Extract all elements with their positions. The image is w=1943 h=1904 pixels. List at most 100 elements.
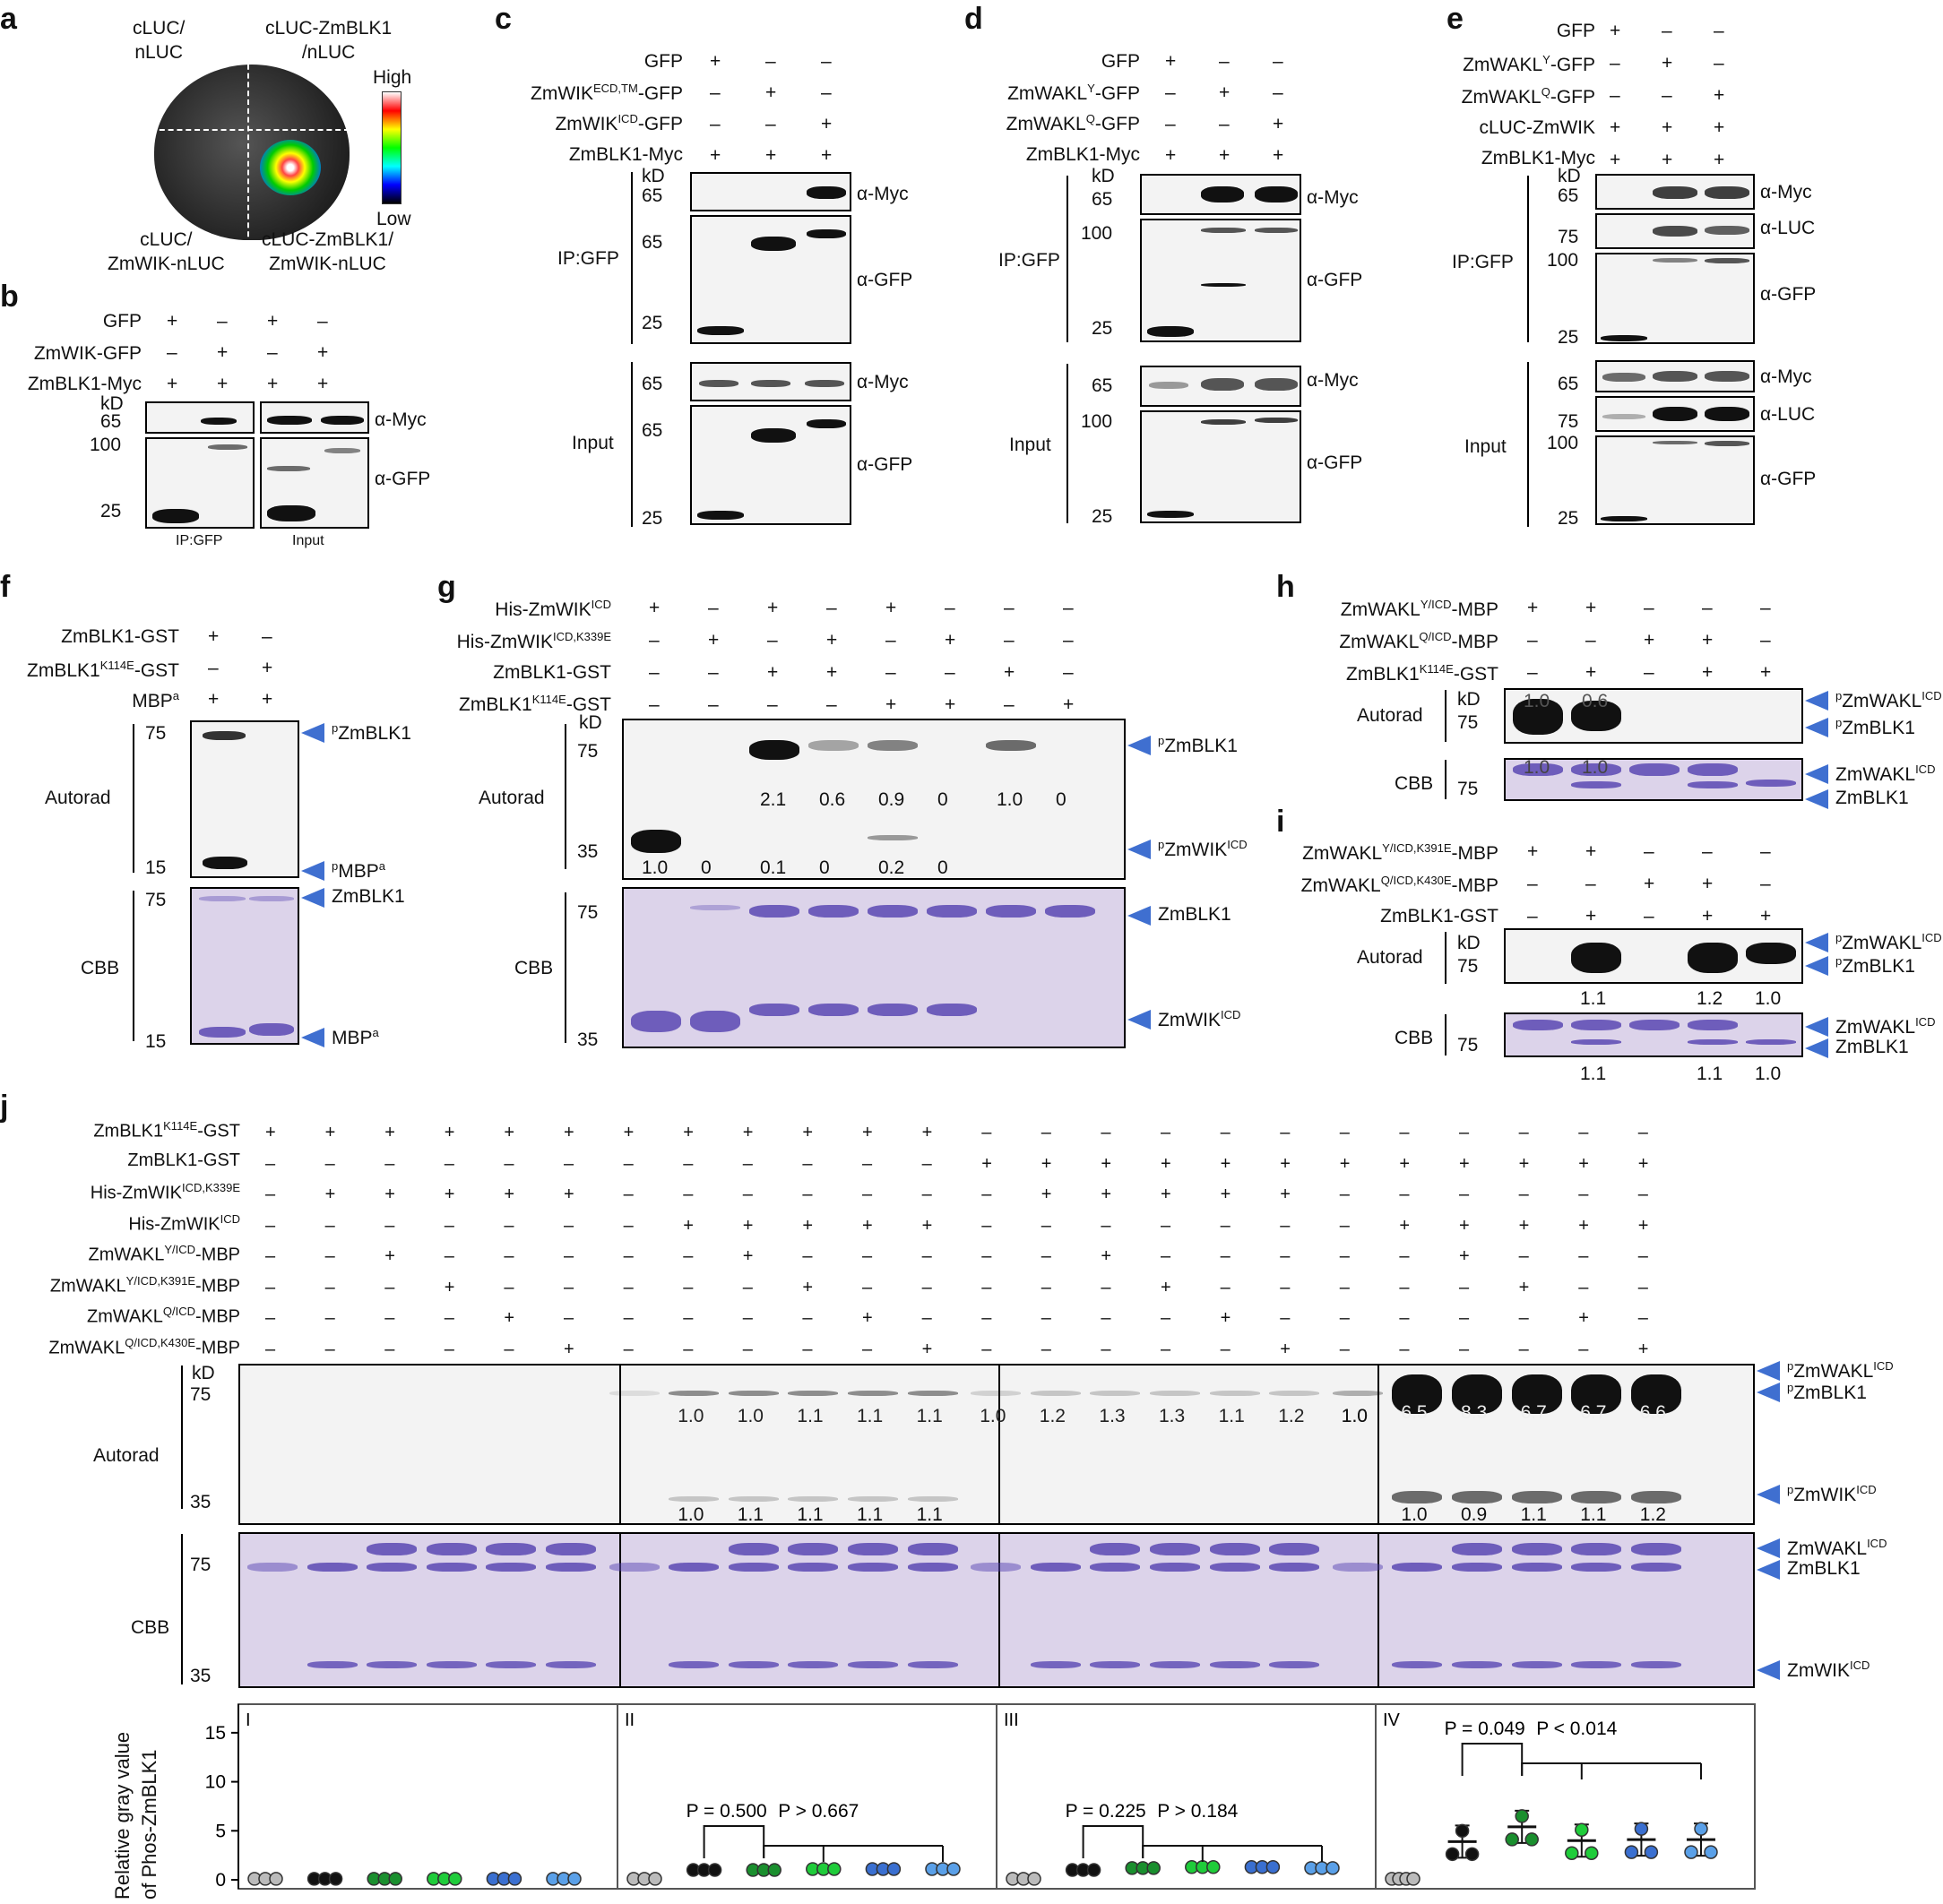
panel-letter-a: a bbox=[0, 2, 17, 36]
g-signs-cell: – bbox=[708, 694, 719, 715]
h-signs-cell: – bbox=[1527, 662, 1538, 683]
d-signs-cell: + bbox=[1165, 145, 1177, 166]
section-label: IV bbox=[1383, 1710, 1401, 1730]
j-signs-cell: + bbox=[1101, 1153, 1112, 1174]
f-arrows-arrow bbox=[301, 1028, 324, 1047]
g-band-blk bbox=[749, 740, 799, 760]
e-kd: kD bbox=[1558, 166, 1581, 186]
j-cbb-wakl bbox=[1209, 1543, 1260, 1555]
g-kd: kD bbox=[579, 712, 602, 733]
i-mw-0: 75 bbox=[1457, 956, 1479, 977]
d-mw-1: 100 bbox=[1081, 223, 1113, 244]
j-signs-cell: + bbox=[324, 1123, 336, 1142]
c-ab-2: α-Myc bbox=[857, 372, 909, 392]
g-value-wik: 0 bbox=[819, 857, 830, 878]
j-signs-cell: – bbox=[1339, 1277, 1350, 1297]
i-row-2: ZmBLK1-GST bbox=[1380, 906, 1498, 926]
y-tick-label: 0 bbox=[215, 1870, 226, 1891]
j-signs-cell: – bbox=[802, 1153, 813, 1174]
f-mw-1: 15 bbox=[145, 857, 167, 878]
j-cbb-blk bbox=[546, 1563, 596, 1572]
a-label-br: cLUC-ZmBLK1/ ZmWIK-nLUC bbox=[262, 229, 394, 275]
e-ab-1: α-LUC bbox=[1760, 218, 1816, 238]
stat-bracket-group bbox=[1521, 1762, 1702, 1779]
e-group-ip: IP:GFP bbox=[1452, 252, 1514, 272]
h-kd: kD bbox=[1457, 689, 1481, 710]
g-value-wik: 0.1 bbox=[760, 857, 787, 878]
d-mw-5: 25 bbox=[1092, 506, 1113, 527]
j-cbb-wik bbox=[1269, 1661, 1320, 1668]
i-arrows-arrow bbox=[1805, 956, 1828, 976]
d-signs-cell: + bbox=[1219, 82, 1231, 103]
i-signs-cell: – bbox=[1760, 841, 1771, 862]
j-signs-cell: – bbox=[444, 1153, 454, 1174]
j-signs-cell: – bbox=[981, 1123, 992, 1142]
j-band-wik bbox=[669, 1496, 720, 1502]
j-cbb-wakl bbox=[1150, 1543, 1200, 1555]
j-signs-cell: – bbox=[1101, 1339, 1111, 1359]
j-cbb-wik bbox=[1150, 1661, 1200, 1668]
d-row-blk1: ZmBLK1-Myc bbox=[1025, 144, 1140, 165]
g-cbb-wik bbox=[808, 1004, 859, 1016]
data-point bbox=[1694, 1822, 1708, 1836]
i-arrows-label: pZmWAKLICD bbox=[1835, 931, 1942, 953]
f-row-2: MBPa bbox=[132, 689, 179, 711]
j-row-label: ZmWAKLY/ICD,K391E-MBP bbox=[49, 1273, 240, 1297]
g-cbb-blk bbox=[749, 905, 799, 918]
h-band bbox=[1571, 701, 1621, 731]
c-row-gfp: GFP bbox=[643, 51, 683, 72]
f-group-autorad: Autorad bbox=[45, 788, 111, 808]
h-arrows-arrow bbox=[1805, 718, 1828, 737]
j-signs-cell: – bbox=[1637, 1123, 1648, 1142]
h-cbb-wakl bbox=[1629, 763, 1680, 776]
stat-bracket-group bbox=[1142, 1845, 1323, 1862]
j-signs-cell: – bbox=[1161, 1123, 1171, 1142]
d-mw-4: 100 bbox=[1081, 411, 1113, 432]
h-cbb-blk bbox=[1688, 781, 1738, 788]
j-signs-cell: – bbox=[384, 1215, 395, 1236]
luminescence-scale-bar bbox=[382, 91, 402, 204]
g-arrows-label: ZmWIKICD bbox=[1158, 1008, 1241, 1030]
j-group-autorad: Autorad bbox=[93, 1445, 160, 1466]
j-value-wik: 1.1 bbox=[1520, 1504, 1547, 1525]
data-point bbox=[448, 1872, 462, 1886]
i-cbb-wakl bbox=[1688, 1020, 1738, 1030]
f-arrows-arrow bbox=[301, 888, 324, 908]
j-signs-cell: – bbox=[1459, 1339, 1470, 1359]
j-signs-cell: – bbox=[921, 1277, 932, 1297]
j-signs-cell: + bbox=[384, 1185, 395, 1204]
h-value-auto: 1.0 bbox=[1524, 691, 1550, 711]
g-value-wik: 0 bbox=[701, 857, 712, 878]
j-signs-cell: – bbox=[1220, 1123, 1231, 1142]
j-value-wik: 1.0 bbox=[1401, 1504, 1428, 1525]
j-signs-cell: + bbox=[1637, 1215, 1649, 1236]
i-cbb-blk bbox=[1571, 1039, 1621, 1045]
j-signs-cell: – bbox=[265, 1246, 276, 1266]
c-signs-cell: + bbox=[765, 82, 777, 103]
j-arrows-arrow bbox=[1757, 1361, 1780, 1381]
j-signs-cell: – bbox=[504, 1246, 514, 1266]
j-mw-3: 35 bbox=[190, 1666, 212, 1686]
e-mw-2: 100 bbox=[1547, 250, 1579, 271]
g-signs-cell: – bbox=[1004, 630, 1015, 650]
j-signs-cell: – bbox=[1161, 1308, 1171, 1328]
j-signs-cell: – bbox=[802, 1246, 813, 1266]
j-signs-cell: – bbox=[564, 1308, 574, 1328]
e-blot-input-gfp bbox=[1595, 435, 1755, 525]
j-ylabel-2: of Phos-ZmBLK1 bbox=[138, 1749, 160, 1900]
j-value-wik: 1.1 bbox=[857, 1504, 884, 1525]
j-cbb-wik bbox=[907, 1661, 958, 1668]
b-blot-ip-gfp bbox=[145, 437, 255, 529]
c-bracket-ip bbox=[631, 172, 633, 344]
b-mw-25: 25 bbox=[100, 501, 122, 521]
j-cbb-wik bbox=[1452, 1661, 1502, 1668]
panel-letter-e: e bbox=[1446, 2, 1464, 36]
leaf-divider-h bbox=[151, 129, 350, 131]
j-signs-cell: + bbox=[1280, 1339, 1291, 1359]
j-signs-cell: + bbox=[564, 1339, 574, 1359]
d-row-gfp: GFP bbox=[1101, 51, 1140, 72]
i-band bbox=[1746, 943, 1796, 964]
j-signs-cell: – bbox=[742, 1339, 753, 1359]
j-value-blk: 6.5 bbox=[1401, 1402, 1428, 1423]
g-row-1: His-ZmWIKICD,K339E bbox=[456, 630, 611, 652]
